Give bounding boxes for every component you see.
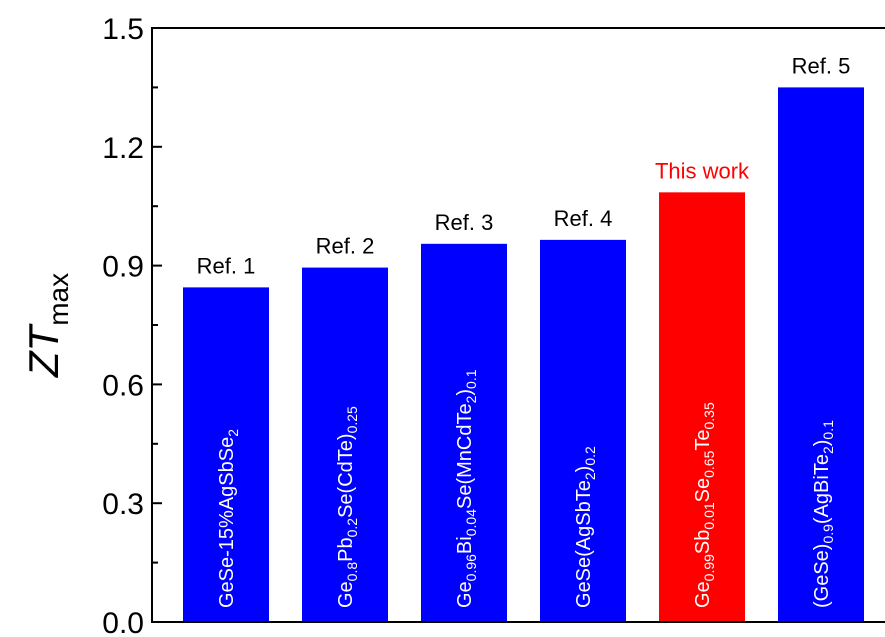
- bar-top-label: Ref. 1: [197, 253, 256, 278]
- bar-composition-label: GeSe(AgSbTe2)0.2: [573, 446, 598, 608]
- y-tick-label: 0.0: [102, 607, 144, 637]
- bars: [183, 87, 864, 623]
- bar-composition-label: (GeSe)0.9(AgBiTe2)0.1: [811, 420, 836, 608]
- y-tick-label: 0.9: [102, 251, 144, 284]
- bar-composition-label: Ge0.8Pb0.2Se(CdTe)0.25: [335, 406, 360, 608]
- bar: [183, 287, 269, 622]
- y-axis-label: ZTmax: [20, 273, 74, 378]
- bar: [778, 87, 864, 622]
- bar-composition-label: Ge0.99Sb0.01Se0.65Te0.35: [692, 402, 717, 608]
- bar-composition-label: Ge0.96Bi0.04Se(MnCdTe2)0.1: [454, 369, 479, 608]
- bar-composition-label: GeSe-15%AgSbSe2: [216, 429, 241, 608]
- y-axis-label-main: ZT: [20, 322, 67, 378]
- bar: [421, 243, 507, 622]
- bar: [659, 192, 745, 622]
- y-tick-label: 1.2: [102, 132, 144, 165]
- bar-top-label: Ref. 4: [554, 206, 613, 231]
- y-tick-label: 1.5: [102, 13, 144, 46]
- y-axis-label-subscript: max: [43, 273, 74, 326]
- bar-labels: Ref. 1 GeSe-15%AgSbSe2 Ref. 2 Ge0.8Pb0.2Se(…: [197, 53, 851, 608]
- bar: [302, 267, 388, 622]
- y-axis-ticks: 0.0 0.3 0.6 0.9 1.2 1.5: [102, 13, 162, 637]
- bar-top-label: Ref. 2: [316, 234, 375, 259]
- bar-top-label: This work: [655, 158, 750, 183]
- y-tick-label: 0.6: [102, 369, 144, 402]
- bar-top-label: Ref. 3: [435, 210, 494, 235]
- y-tick-label: 0.3: [102, 488, 144, 521]
- bar: [540, 239, 626, 623]
- bar-top-label: Ref. 5: [792, 53, 851, 78]
